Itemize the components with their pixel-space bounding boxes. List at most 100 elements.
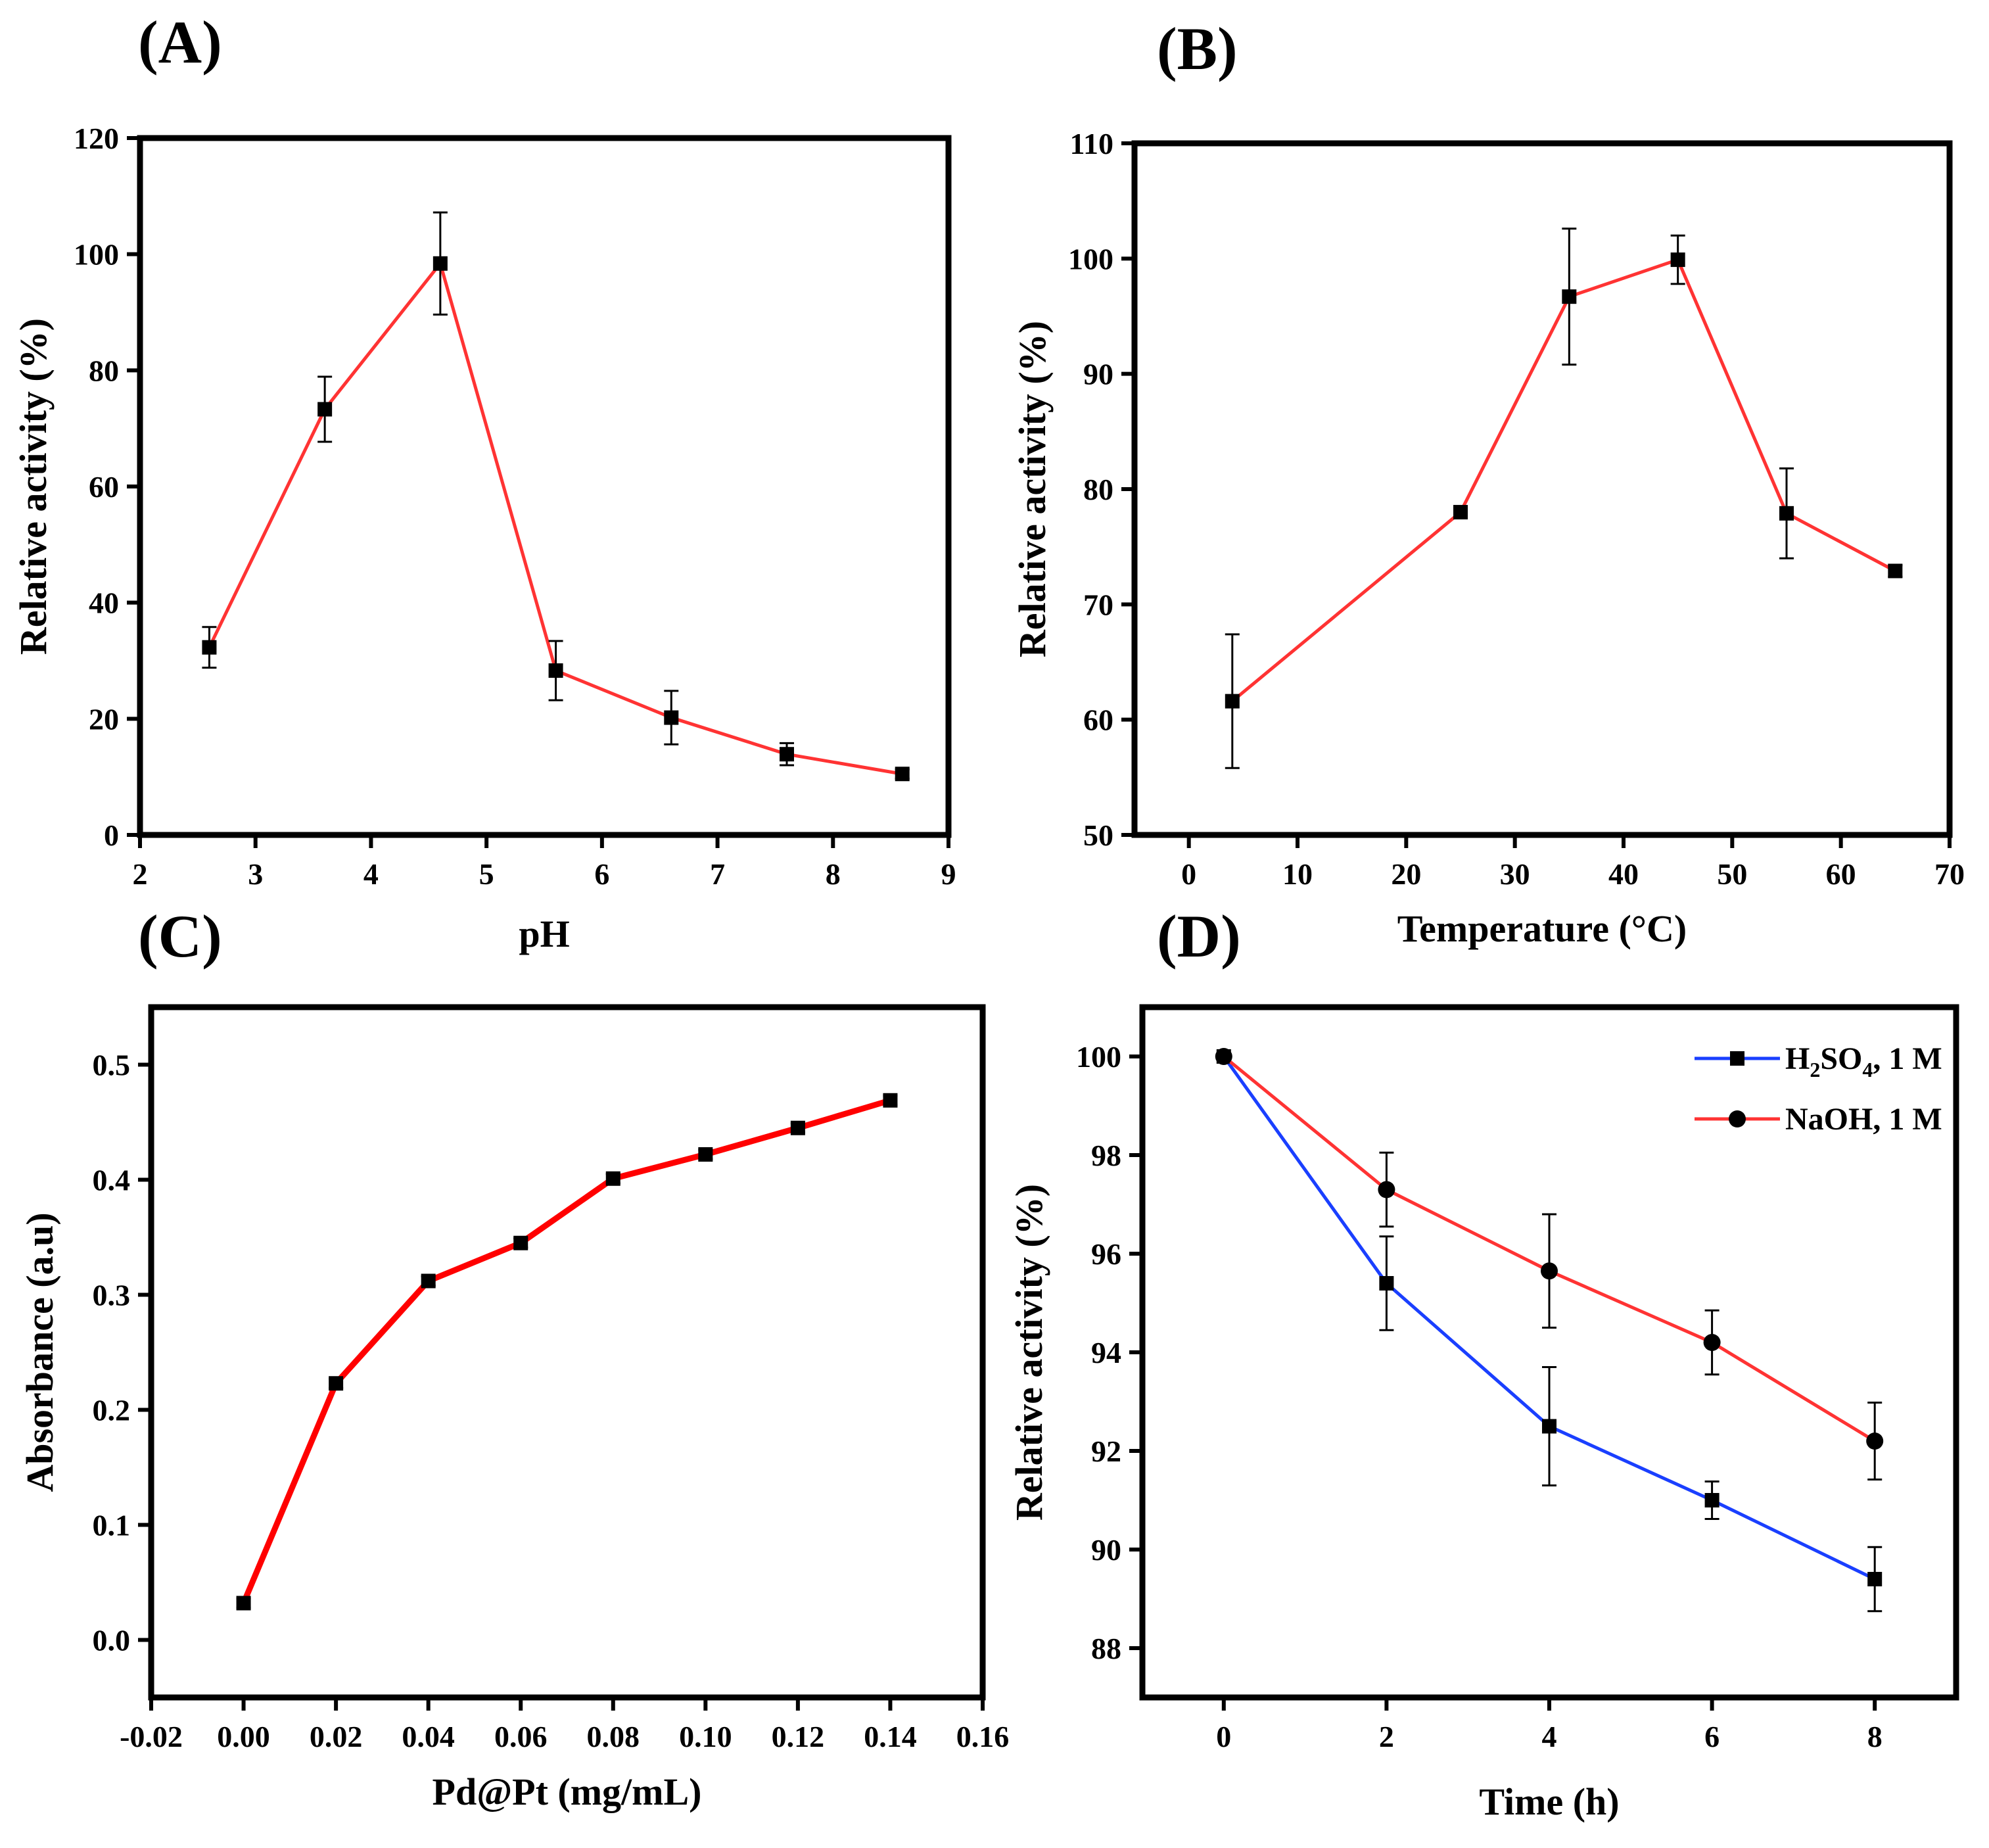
x-tick-label: 6 bbox=[594, 857, 609, 891]
data-point bbox=[1670, 252, 1685, 268]
y-tick-label: 0.3 bbox=[93, 1279, 131, 1312]
y-tick-label: 90 bbox=[1091, 1533, 1121, 1567]
data-point bbox=[1703, 1334, 1721, 1351]
data-point bbox=[513, 1235, 528, 1250]
data-point bbox=[1541, 1262, 1558, 1280]
y-tick-label: 110 bbox=[1070, 127, 1113, 160]
x-tick-label: 3 bbox=[248, 857, 263, 891]
data-point bbox=[433, 256, 448, 271]
data-point bbox=[329, 1376, 344, 1391]
panel-letter: (C) bbox=[138, 903, 222, 970]
data-point bbox=[1866, 1433, 1884, 1450]
data-point bbox=[421, 1273, 436, 1289]
x-axis-title: pH bbox=[519, 912, 569, 955]
plot-frame bbox=[148, 1004, 986, 1701]
y-tick-label: 40 bbox=[89, 586, 119, 620]
panel-letter: (A) bbox=[138, 9, 222, 76]
x-tick-label: 60 bbox=[1826, 857, 1856, 891]
data-point bbox=[1542, 1419, 1556, 1434]
panel-letter: (D) bbox=[1157, 903, 1241, 970]
data-point bbox=[1562, 289, 1577, 304]
x-tick-label: 70 bbox=[1934, 857, 1965, 891]
y-tick-label: 80 bbox=[89, 354, 119, 387]
y-axis-title: Relative activity (%) bbox=[12, 318, 55, 655]
data-point bbox=[548, 663, 563, 678]
x-tick-label: 0.14 bbox=[864, 1720, 917, 1753]
plot-frame bbox=[1131, 140, 1953, 838]
y-axis-title: Relative activity (%) bbox=[1011, 321, 1054, 657]
series-line bbox=[1231, 258, 1896, 703]
y-tick-label: 80 bbox=[1083, 473, 1113, 506]
data-point bbox=[883, 1093, 898, 1108]
chart-panel-a: (A) 2 3 4 5 6 7 8 9 0 20 40 60 80 100 120 pH Relative act… bbox=[12, 9, 956, 955]
y-tick-label: 96 bbox=[1091, 1237, 1121, 1271]
legend-subscript: 2 bbox=[1810, 1058, 1820, 1081]
x-tick-label: 0.12 bbox=[772, 1720, 825, 1753]
legend-text-part: H bbox=[1785, 1041, 1810, 1076]
legend-text-part: SO bbox=[1820, 1041, 1862, 1076]
data-point bbox=[1378, 1181, 1395, 1198]
y-tick-label: 0.0 bbox=[93, 1624, 131, 1657]
y-tick-label: 98 bbox=[1091, 1139, 1121, 1172]
legend-label: NaOH, 1 M bbox=[1785, 1102, 1942, 1137]
legend-marker bbox=[1729, 1110, 1746, 1127]
y-tick-label: 70 bbox=[1083, 588, 1113, 621]
x-tick-label: 30 bbox=[1500, 857, 1530, 891]
x-tick-label: 0.10 bbox=[679, 1720, 732, 1753]
data-point bbox=[202, 640, 217, 655]
data-point bbox=[1453, 505, 1468, 520]
data-point bbox=[1704, 1493, 1720, 1507]
x-tick-label: 4 bbox=[1542, 1720, 1557, 1753]
x-tick-label: 0.04 bbox=[402, 1720, 455, 1753]
x-tick-label: 8 bbox=[1867, 1720, 1883, 1753]
plot-frame bbox=[137, 135, 952, 838]
x-tick-label: 2 bbox=[1379, 1720, 1394, 1753]
data-point bbox=[1888, 563, 1903, 579]
y-tick-label: 20 bbox=[89, 702, 119, 736]
y-tick-label: 60 bbox=[89, 470, 119, 504]
x-tick-label: 6 bbox=[1704, 1720, 1720, 1753]
y-tick-label: 0.4 bbox=[93, 1164, 131, 1197]
data-point bbox=[790, 1120, 805, 1135]
legend-text-part: , 1 M bbox=[1873, 1041, 1942, 1076]
x-tick-label: -0.02 bbox=[120, 1720, 183, 1753]
panel-letter: (B) bbox=[1157, 15, 1238, 82]
y-tick-label: 100 bbox=[1068, 242, 1113, 275]
x-tick-label: 0.02 bbox=[310, 1720, 363, 1753]
data-point bbox=[1779, 506, 1794, 521]
x-tick-label: 0.00 bbox=[217, 1720, 270, 1753]
x-tick-label: 8 bbox=[826, 857, 841, 891]
x-tick-label: 10 bbox=[1282, 857, 1313, 891]
legend-subscript: 4 bbox=[1862, 1058, 1873, 1081]
x-tick-label: 50 bbox=[1717, 857, 1747, 891]
y-tick-label: 0.1 bbox=[93, 1509, 131, 1542]
x-tick-label: 9 bbox=[941, 857, 956, 891]
x-tick-label: 0 bbox=[1181, 857, 1196, 891]
y-tick-label: 100 bbox=[74, 238, 119, 272]
chart-panel-c: (C) -0.02 0.00 0.02 0.04 0.06 0.08 0.10 0.12 0.14… bbox=[18, 903, 1009, 1813]
x-tick-label: 0 bbox=[1216, 1720, 1231, 1753]
data-point bbox=[1215, 1048, 1232, 1065]
data-point bbox=[895, 767, 910, 782]
x-tick-label: 0.06 bbox=[494, 1720, 548, 1753]
data-point bbox=[236, 1596, 251, 1611]
x-axis-title: Pd@Pt (mg/mL) bbox=[433, 1770, 702, 1813]
data-point bbox=[664, 710, 679, 725]
x-axis-title: Temperature (°C) bbox=[1397, 907, 1687, 950]
data-point bbox=[780, 747, 794, 762]
y-tick-label: 0.2 bbox=[93, 1394, 131, 1427]
data-point bbox=[1225, 694, 1240, 709]
y-tick-label: 50 bbox=[1083, 818, 1113, 852]
x-tick-label: 2 bbox=[133, 857, 148, 891]
y-tick-label: 92 bbox=[1091, 1434, 1121, 1468]
data-point bbox=[698, 1147, 713, 1162]
x-tick-label: 0.08 bbox=[587, 1720, 640, 1753]
y-tick-label: 88 bbox=[1091, 1632, 1121, 1665]
y-tick-label: 100 bbox=[1076, 1040, 1121, 1074]
y-tick-label: 0 bbox=[104, 818, 119, 852]
x-tick-label: 4 bbox=[363, 857, 379, 891]
legend-marker bbox=[1730, 1051, 1744, 1066]
x-axis-title: Time (h) bbox=[1479, 1780, 1619, 1823]
y-tick-label: 60 bbox=[1083, 703, 1113, 737]
